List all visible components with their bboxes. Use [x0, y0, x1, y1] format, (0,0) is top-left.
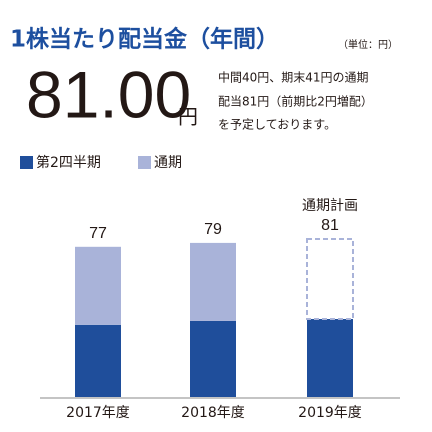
note-line: 中間40円、期末41円の通期	[218, 70, 369, 85]
unit-label: （単位：円）	[338, 38, 398, 51]
chart-title: 1株当たり配当金（年間）	[10, 26, 279, 53]
bar-segment	[307, 318, 353, 397]
legend-label: 通期	[154, 155, 182, 171]
legend-label: 第2四半期	[36, 154, 101, 171]
headline-value: 81.00	[26, 57, 191, 131]
total-label: 79	[204, 221, 222, 238]
bar-segment	[75, 324, 121, 397]
headline-unit: 円	[178, 105, 198, 129]
x-tick-label: 2019年度	[298, 405, 362, 421]
annotation: 通期計画	[302, 198, 358, 214]
bar-segment	[75, 246, 121, 325]
legend-swatch	[20, 156, 33, 169]
x-tick-label: 2017年度	[66, 405, 130, 421]
legend-swatch	[138, 156, 151, 169]
bar-segment	[190, 320, 236, 397]
bar-segment	[190, 242, 236, 321]
x-tick-label: 2018年度	[181, 405, 245, 421]
total-label: 81	[321, 217, 339, 234]
total-label: 77	[89, 225, 107, 242]
note-line: 配当81円（前期比2円増配）	[218, 94, 373, 109]
note-line: を予定しております。	[218, 117, 336, 132]
bar-segment	[306, 238, 354, 320]
